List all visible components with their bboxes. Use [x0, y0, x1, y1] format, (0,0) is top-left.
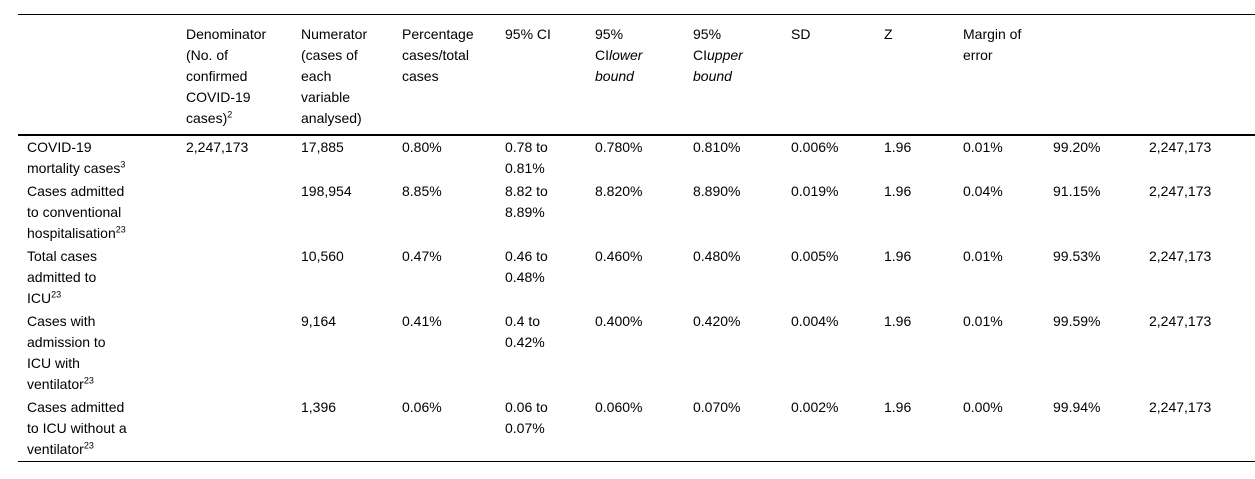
cell-95ci: 0.46 to 0.48% — [505, 248, 548, 285]
cell-95ci-upper: 8.890% — [693, 183, 741, 199]
row-label-superscript: 3 — [120, 159, 126, 170]
cell-denominator: 2,247,173 — [186, 139, 249, 155]
cell-numerator: 17,885 — [301, 139, 344, 155]
cell-numerator: 10,560 — [301, 248, 344, 264]
header-95ci: 95% CI — [496, 14, 586, 136]
cell-numerator: 1,396 — [301, 399, 337, 415]
cell-margin-of-error: 0.01% — [963, 313, 1003, 329]
table-row-icu-without-ventilator: Cases admitted to ICU without a ventilat… — [18, 396, 1255, 462]
cell-95ci-upper: 0.070% — [693, 399, 741, 415]
cell-sd: 0.019% — [791, 183, 839, 199]
cell-margin-of-error: 0.01% — [963, 248, 1003, 264]
row-label-text: Cases admitted to conventional hospitali… — [27, 183, 125, 241]
row-label: Cases with admission to ICU with ventila… — [18, 310, 177, 396]
cell-sd: 0.002% — [791, 399, 839, 415]
cell-95ci-upper: 0.810% — [693, 139, 741, 155]
cell-sd: 0.005% — [791, 248, 839, 264]
header-95ci-lower-italic: lower bound — [595, 47, 643, 84]
row-label-text: Total cases admitted to ICU — [27, 248, 98, 306]
cell-unlabeled-percentage: 99.94% — [1053, 399, 1101, 415]
cell-denominator — [177, 310, 292, 396]
covid-outcomes-stats-table: Denominator (No. of confirmed COVID-19 c… — [18, 14, 1255, 462]
cell-95ci: 0.06 to 0.07% — [505, 399, 548, 436]
cell-unlabeled-percentage: 99.20% — [1053, 139, 1101, 155]
cell-margin-of-error: 0.01% — [963, 139, 1003, 155]
row-label: Total cases admitted to ICU23 — [18, 245, 177, 310]
cell-95ci-lower: 0.400% — [595, 313, 643, 329]
row-label: Cases admitted to conventional hospitali… — [18, 180, 177, 245]
row-label-superscript: 23 — [83, 440, 94, 451]
header-denominator: Denominator (No. of confirmed COVID-19 c… — [177, 14, 292, 136]
header-z: Z — [875, 14, 954, 136]
cell-95ci-lower: 0.060% — [595, 399, 643, 415]
cell-95ci: 0.78 to 0.81% — [505, 139, 548, 176]
table-row-total-icu: Total cases admitted to ICU23 10,560 0.4… — [18, 245, 1255, 310]
cell-95ci-upper: 0.480% — [693, 248, 741, 264]
cell-95ci-lower: 8.820% — [595, 183, 643, 199]
cell-denominator — [177, 245, 292, 310]
row-label-superscript: 23 — [83, 375, 94, 386]
cell-unlabeled-percentage: 99.59% — [1053, 313, 1101, 329]
cell-z: 1.96 — [884, 139, 912, 155]
cell-95ci-lower: 0.780% — [595, 139, 643, 155]
row-label-text: COVID-19 mortality cases — [27, 139, 121, 176]
header-95ci-upper-text: 95% CI — [693, 26, 722, 63]
cell-unlabeled-percentage: 91.15% — [1053, 183, 1101, 199]
header-unlabeled-2 — [1140, 14, 1255, 136]
cell-percentage: 0.80% — [402, 139, 442, 155]
header-95ci-upper-bound: 95% CIupper bound — [684, 14, 782, 136]
header-95ci-lower-text: 95% CI — [595, 26, 624, 63]
cell-unlabeled-total: 2,247,173 — [1149, 313, 1212, 329]
cell-denominator — [177, 180, 292, 245]
cell-unlabeled-total: 2,247,173 — [1149, 248, 1212, 264]
header-unlabeled-1 — [1044, 14, 1140, 136]
row-label-superscript: 23 — [51, 289, 62, 300]
cell-z: 1.96 — [884, 183, 912, 199]
header-sd: SD — [782, 14, 875, 136]
paper-table-page: Denominator (No. of confirmed COVID-19 c… — [0, 14, 1255, 479]
header-95ci-upper-italic: upper bound — [693, 47, 743, 84]
cell-margin-of-error: 0.00% — [963, 399, 1003, 415]
table-body: COVID-19 mortality cases3 2,247,173 17,8… — [18, 135, 1255, 462]
cell-denominator — [177, 396, 292, 462]
header-numerator: Numerator (cases of each variable analys… — [292, 14, 393, 136]
cell-unlabeled-total: 2,247,173 — [1149, 183, 1212, 199]
cell-95ci-lower: 0.460% — [595, 248, 643, 264]
header-margin-of-error: Margin of error — [954, 14, 1044, 136]
row-label: Cases admitted to ICU without a ventilat… — [18, 396, 177, 462]
cell-unlabeled-total: 2,247,173 — [1149, 399, 1212, 415]
cell-numerator: 9,164 — [301, 313, 337, 329]
cell-percentage: 0.06% — [402, 399, 442, 415]
header-denominator-text: Denominator (No. of confirmed COVID-19 c… — [186, 26, 267, 126]
cell-percentage: 0.47% — [402, 248, 442, 264]
table-row-mortality: COVID-19 mortality cases3 2,247,173 17,8… — [18, 135, 1255, 180]
header-95ci-lower-bound: 95% CIlower bound — [586, 14, 684, 136]
cell-unlabeled-percentage: 99.53% — [1053, 248, 1101, 264]
cell-z: 1.96 — [884, 313, 912, 329]
cell-percentage: 8.85% — [402, 183, 442, 199]
row-label-superscript: 23 — [115, 224, 126, 235]
cell-sd: 0.004% — [791, 313, 839, 329]
header-variable — [18, 14, 177, 136]
row-label: COVID-19 mortality cases3 — [18, 135, 177, 180]
row-label-text: Cases admitted to ICU without a ventilat… — [27, 399, 127, 457]
header-percentage: Percentage cases/total cases — [393, 14, 496, 136]
row-label-text: Cases with admission to ICU with ventila… — [27, 313, 106, 392]
table-row-icu-with-ventilator: Cases with admission to ICU with ventila… — [18, 310, 1255, 396]
cell-95ci: 8.82 to 8.89% — [505, 183, 548, 220]
cell-numerator: 198,954 — [301, 183, 352, 199]
cell-sd: 0.006% — [791, 139, 839, 155]
table-header-row: Denominator (No. of confirmed COVID-19 c… — [18, 14, 1255, 136]
cell-unlabeled-total: 2,247,173 — [1149, 139, 1212, 155]
cell-95ci-upper: 0.420% — [693, 313, 741, 329]
table-row-conventional-hospitalisation: Cases admitted to conventional hospitali… — [18, 180, 1255, 245]
cell-z: 1.96 — [884, 248, 912, 264]
cell-95ci: 0.4 to 0.42% — [505, 313, 545, 350]
cell-percentage: 0.41% — [402, 313, 442, 329]
cell-z: 1.96 — [884, 399, 912, 415]
header-denominator-superscript: 2 — [227, 109, 233, 120]
cell-margin-of-error: 0.04% — [963, 183, 1003, 199]
